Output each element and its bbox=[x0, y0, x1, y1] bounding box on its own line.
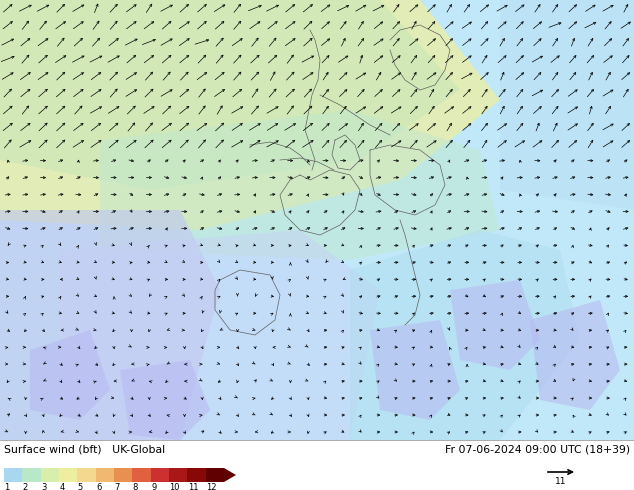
Bar bbox=[41, 468, 59, 482]
Polygon shape bbox=[0, 0, 500, 230]
Bar bbox=[96, 468, 114, 482]
Polygon shape bbox=[350, 230, 580, 440]
Bar bbox=[4, 468, 22, 482]
Bar bbox=[77, 468, 96, 482]
Bar bbox=[151, 468, 169, 482]
Bar bbox=[187, 468, 205, 482]
Text: 7: 7 bbox=[115, 483, 120, 490]
Polygon shape bbox=[0, 210, 220, 440]
Text: 12: 12 bbox=[206, 483, 217, 490]
Text: 4: 4 bbox=[60, 483, 65, 490]
Polygon shape bbox=[120, 360, 210, 440]
Polygon shape bbox=[30, 330, 110, 420]
Polygon shape bbox=[450, 280, 540, 370]
Text: 3: 3 bbox=[41, 483, 46, 490]
Bar bbox=[133, 468, 151, 482]
Bar bbox=[169, 468, 187, 482]
Bar bbox=[205, 468, 224, 482]
Polygon shape bbox=[60, 230, 380, 440]
Text: 1: 1 bbox=[4, 483, 10, 490]
Text: 10: 10 bbox=[169, 483, 180, 490]
Polygon shape bbox=[0, 0, 460, 190]
Text: 6: 6 bbox=[96, 483, 101, 490]
Polygon shape bbox=[100, 110, 500, 260]
Text: 9: 9 bbox=[151, 483, 157, 490]
Polygon shape bbox=[224, 468, 236, 482]
Bar bbox=[22, 468, 41, 482]
Polygon shape bbox=[500, 0, 634, 210]
Bar bbox=[0, 0, 634, 440]
Text: 11: 11 bbox=[188, 483, 198, 490]
Bar bbox=[0, 440, 634, 490]
Polygon shape bbox=[370, 320, 460, 420]
Polygon shape bbox=[530, 300, 620, 410]
Bar bbox=[59, 468, 77, 482]
Text: Fr 07-06-2024 09:00 UTC (18+39): Fr 07-06-2024 09:00 UTC (18+39) bbox=[445, 444, 630, 454]
Bar bbox=[114, 468, 133, 482]
Text: 5: 5 bbox=[78, 483, 83, 490]
Text: 8: 8 bbox=[133, 483, 138, 490]
Text: 11: 11 bbox=[555, 477, 567, 486]
Text: 2: 2 bbox=[23, 483, 28, 490]
Text: Surface wind (bft)   UK-Global: Surface wind (bft) UK-Global bbox=[4, 444, 165, 454]
